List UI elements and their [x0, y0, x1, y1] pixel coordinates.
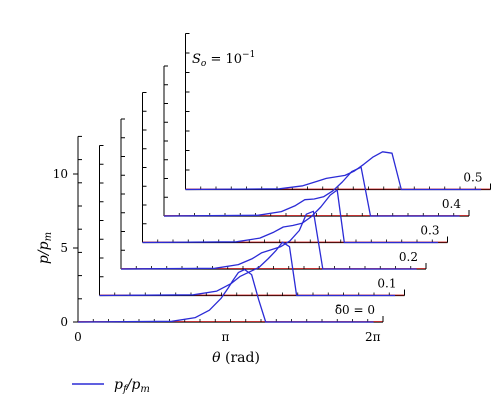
layer-2: 0.2 — [120, 118, 427, 270]
layer-4: 0.4 — [163, 65, 470, 217]
series-line — [185, 151, 482, 191]
x-tick-label: π — [221, 330, 229, 344]
chart-subtitle: So = 10−1 — [192, 50, 255, 69]
series-line — [163, 166, 460, 217]
legend-label: pf/pm — [114, 377, 150, 395]
series-line — [77, 268, 374, 323]
x-tick-label: 2π — [365, 330, 381, 344]
y-tick-label: 10 — [53, 167, 68, 181]
series-line — [99, 241, 396, 297]
series-label: δ̄0 = 0 — [335, 303, 375, 317]
series-label: 0.4 — [442, 197, 461, 211]
chart-layers: 0.50.40.30.20.1δ̄0 = 0 — [77, 33, 491, 323]
y-tick-label: 0 — [60, 315, 68, 329]
layer-1: 0.1 — [99, 145, 405, 297]
series-label: 0.3 — [420, 224, 439, 238]
x-axis-label: θ (rad) — [212, 350, 260, 366]
y-axis-label: p/pm — [36, 232, 54, 264]
x-tick-label: 0 — [74, 330, 82, 344]
legend: pf/pm — [72, 377, 150, 395]
series-label: 0.2 — [399, 250, 418, 264]
series-line — [120, 210, 417, 270]
layer-3: 0.3 — [142, 92, 448, 244]
layer-0: δ̄0 = 0 — [77, 135, 384, 323]
y-tick-label: 5 — [60, 241, 68, 255]
series-label: 0.5 — [463, 171, 482, 185]
series-label: 0.1 — [377, 277, 396, 291]
